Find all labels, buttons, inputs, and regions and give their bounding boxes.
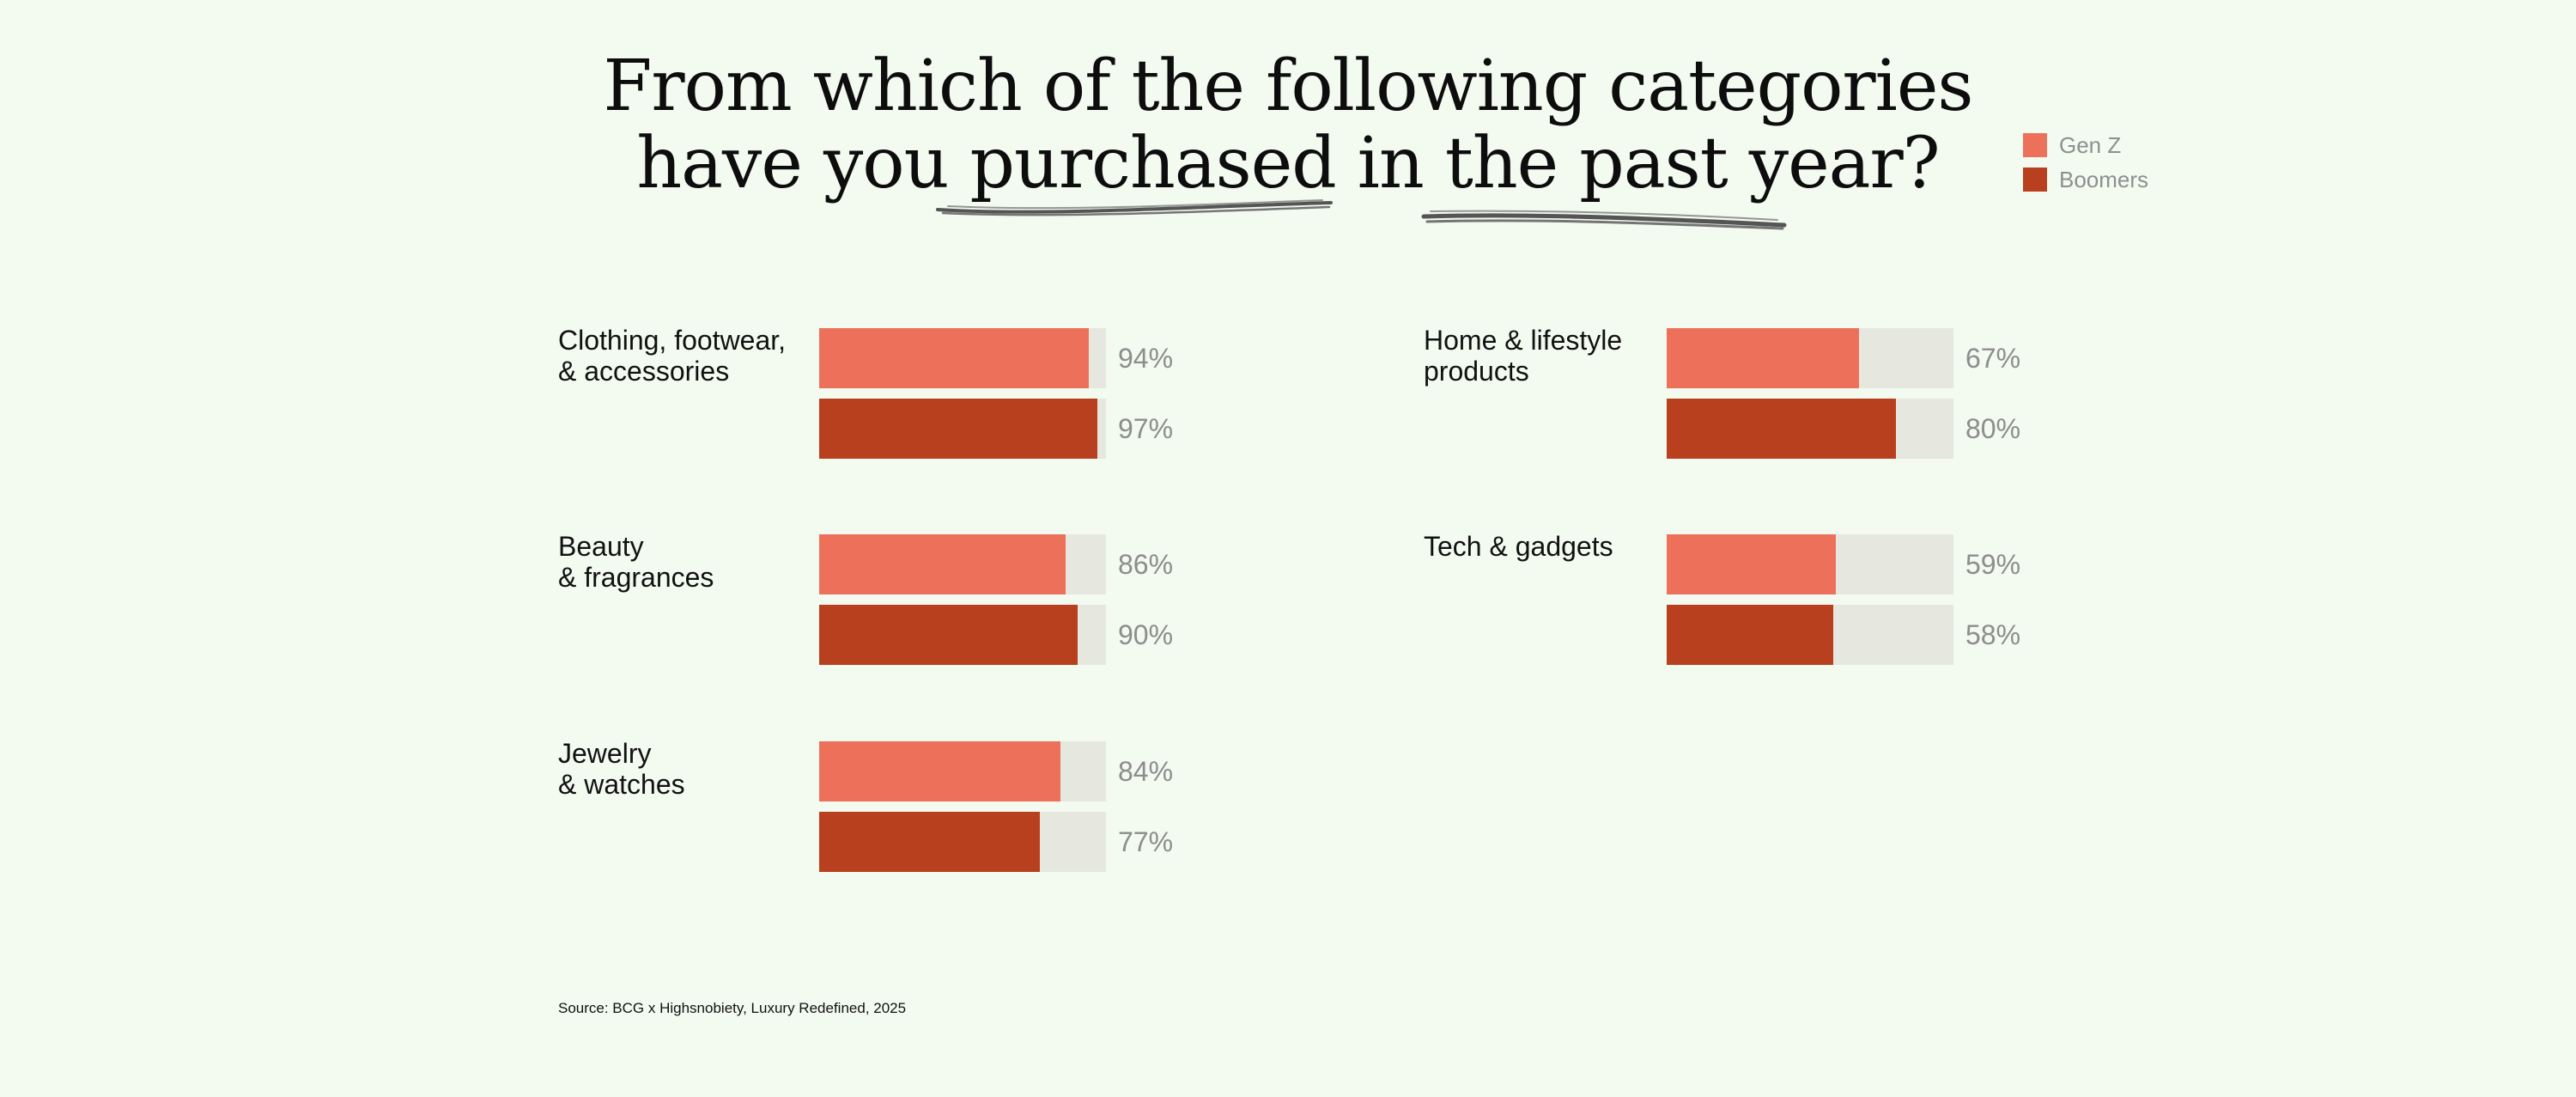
bar-track-jewelry-watches-boomers	[819, 812, 1106, 872]
bar-track-tech-gadgets-gen-z	[1667, 534, 1953, 594]
bar-clothing-footwear-accessories-gen-z	[819, 328, 1089, 388]
value-label-jewelry-watches-boomers: 77%	[1118, 826, 1174, 857]
legend-label-boomers: Boomers	[2059, 166, 2149, 192]
legend-item-boomers: Boomers	[2023, 167, 2148, 192]
value-label-beauty-fragrances-gen-z: 86%	[1118, 549, 1174, 580]
chart-title-line-2: have you purchased in the past year?	[636, 123, 1940, 204]
bar-beauty-fragrances-gen-z	[819, 534, 1066, 594]
bar-track-beauty-fragrances-gen-z	[819, 534, 1106, 594]
source-note: Source: BCG x Highsnobiety, Luxury Redef…	[558, 1000, 907, 1016]
category-label-jewelry-watches: Jewelry & watches	[558, 738, 685, 800]
bar-track-home-lifestyle-products-boomers	[1667, 399, 1953, 459]
value-label-tech-gadgets-gen-z: 59%	[1965, 549, 2021, 580]
category-label-beauty-fragrances: Beauty & fragrances	[558, 531, 714, 593]
scribble-underline-past-year	[1421, 210, 1787, 230]
bar-track-clothing-footwear-accessories-gen-z	[819, 328, 1106, 388]
bar-clothing-footwear-accessories-boomers	[819, 399, 1097, 459]
legend: Gen Z Boomers	[2023, 132, 2148, 201]
category-label-clothing-footwear-accessories: Clothing, footwear, & accessories	[558, 325, 787, 387]
value-label-beauty-fragrances-boomers: 90%	[1118, 619, 1174, 650]
legend-item-gen-z: Gen Z	[2023, 132, 2148, 158]
bar-jewelry-watches-boomers	[819, 812, 1041, 872]
category-label-tech-gadgets: Tech & gadgets	[1424, 531, 1613, 562]
legend-label-gen-z: Gen Z	[2059, 131, 2122, 158]
bar-track-jewelry-watches-gen-z	[819, 741, 1106, 801]
value-label-clothing-footwear-accessories-gen-z: 94%	[1118, 343, 1174, 374]
chart-title: From which of the following categories h…	[0, 48, 2576, 203]
bar-track-clothing-footwear-accessories-boomers	[819, 399, 1106, 459]
value-label-home-lifestyle-products-boomers: 80%	[1965, 413, 2021, 444]
category-label-home-lifestyle-products: Home & lifestyle products	[1424, 325, 1623, 387]
value-label-home-lifestyle-products-gen-z: 67%	[1965, 343, 2021, 374]
value-label-tech-gadgets-boomers: 58%	[1965, 619, 2021, 650]
value-label-clothing-footwear-accessories-boomers: 97%	[1118, 413, 1174, 444]
legend-swatch-boomers	[2023, 168, 2047, 192]
bar-track-beauty-fragrances-boomers	[819, 605, 1106, 665]
chart-title-line-1: From which of the following categories	[603, 46, 1974, 127]
bar-tech-gadgets-boomers	[1667, 605, 1833, 665]
bar-jewelry-watches-gen-z	[819, 741, 1060, 801]
value-label-jewelry-watches-gen-z: 84%	[1118, 756, 1174, 787]
bar-beauty-fragrances-boomers	[819, 605, 1078, 665]
bar-track-home-lifestyle-products-gen-z	[1667, 328, 1953, 388]
legend-swatch-gen-z	[2023, 133, 2047, 157]
bar-home-lifestyle-products-gen-z	[1667, 328, 1859, 388]
bar-home-lifestyle-products-boomers	[1667, 399, 1897, 459]
bar-track-tech-gadgets-boomers	[1667, 605, 1953, 665]
bar-tech-gadgets-gen-z	[1667, 534, 1837, 594]
